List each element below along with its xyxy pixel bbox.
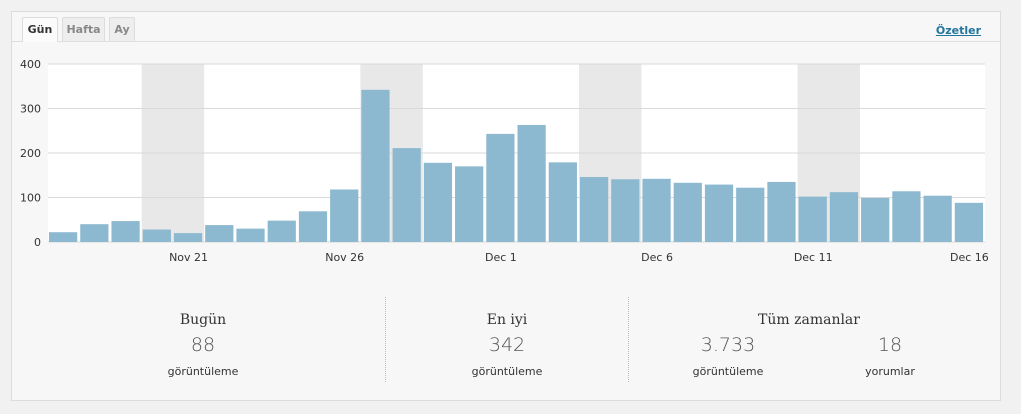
today-label: görüntüleme — [167, 365, 239, 378]
all-time-comments-value: 18 — [877, 334, 903, 356]
views-chart-svg: 0 100 200 300 400 Nov 21 Nov 26 Dec 1 Dec 6 Dec 1… — [20, 58, 989, 264]
bar — [642, 178, 671, 242]
bar — [330, 189, 359, 242]
bar — [548, 162, 577, 242]
all-time-views-label: görüntüleme — [692, 365, 764, 378]
stats-summary: Bugün 88 görüntüleme En iyi 342 görüntül… — [12, 292, 1000, 392]
x-tick-label: Dec 6 — [641, 251, 673, 264]
y-tick-label: 300 — [20, 103, 41, 116]
all-time-title: Tüm zamanlar — [758, 312, 860, 328]
bar — [673, 182, 702, 242]
bar — [579, 177, 609, 242]
tab-month[interactable]: Ay — [109, 17, 135, 41]
tab-day[interactable]: Gün — [22, 17, 58, 42]
summaries-link[interactable]: Özetler — [935, 24, 981, 37]
bar — [111, 221, 140, 242]
x-tick-label: Nov 26 — [325, 251, 364, 264]
bar — [798, 196, 827, 242]
today-title: Bugün — [179, 312, 227, 328]
bar — [267, 220, 296, 242]
bar — [923, 195, 952, 242]
bar — [861, 197, 890, 242]
x-tick-label: Nov 21 — [169, 251, 208, 264]
bar — [361, 89, 390, 242]
bar — [80, 224, 109, 242]
bar — [704, 184, 734, 242]
bar — [236, 228, 265, 242]
bar — [173, 233, 203, 242]
y-tick-label: 400 — [20, 58, 41, 71]
best-value: 342 — [488, 334, 526, 356]
x-tick-label: Dec 16 — [950, 251, 989, 264]
today-value: 88 — [190, 334, 216, 356]
bar — [205, 225, 234, 242]
bar — [517, 124, 546, 242]
y-tick-label: 0 — [34, 236, 41, 249]
bar — [455, 166, 484, 242]
best-title: En iyi — [486, 312, 528, 328]
stats-divider — [628, 297, 629, 382]
bar — [611, 179, 640, 242]
x-tick-label: Dec 11 — [794, 251, 833, 264]
tab-week[interactable]: Hafta — [62, 17, 105, 41]
y-tick-label: 200 — [20, 147, 41, 160]
bar — [767, 181, 796, 242]
bar — [392, 148, 421, 242]
bar — [736, 187, 765, 242]
x-tick-label: Dec 1 — [485, 251, 517, 264]
bar — [486, 133, 515, 242]
views-chart: 0 100 200 300 400 Nov 21 Nov 26 Dec 1 Dec 6 Dec 1… — [12, 42, 1000, 282]
bar — [829, 192, 859, 242]
bar — [423, 162, 453, 242]
all-time-comments-label: yorumlar — [865, 365, 915, 378]
stats-panel: Gün Hafta Ay Özetler 0 100 200 300 400 Nov 21… — [11, 11, 1001, 401]
period-tabs: Gün Hafta Ay Özetler — [12, 12, 1000, 42]
y-tick-label: 100 — [20, 192, 41, 205]
bar — [954, 202, 983, 242]
all-time-views-value: 3.733 — [700, 334, 756, 356]
bar — [49, 232, 78, 242]
bar — [298, 211, 328, 242]
bar — [892, 191, 921, 242]
best-label: görüntüleme — [471, 365, 543, 378]
bar — [142, 229, 171, 242]
stats-divider — [385, 297, 386, 382]
